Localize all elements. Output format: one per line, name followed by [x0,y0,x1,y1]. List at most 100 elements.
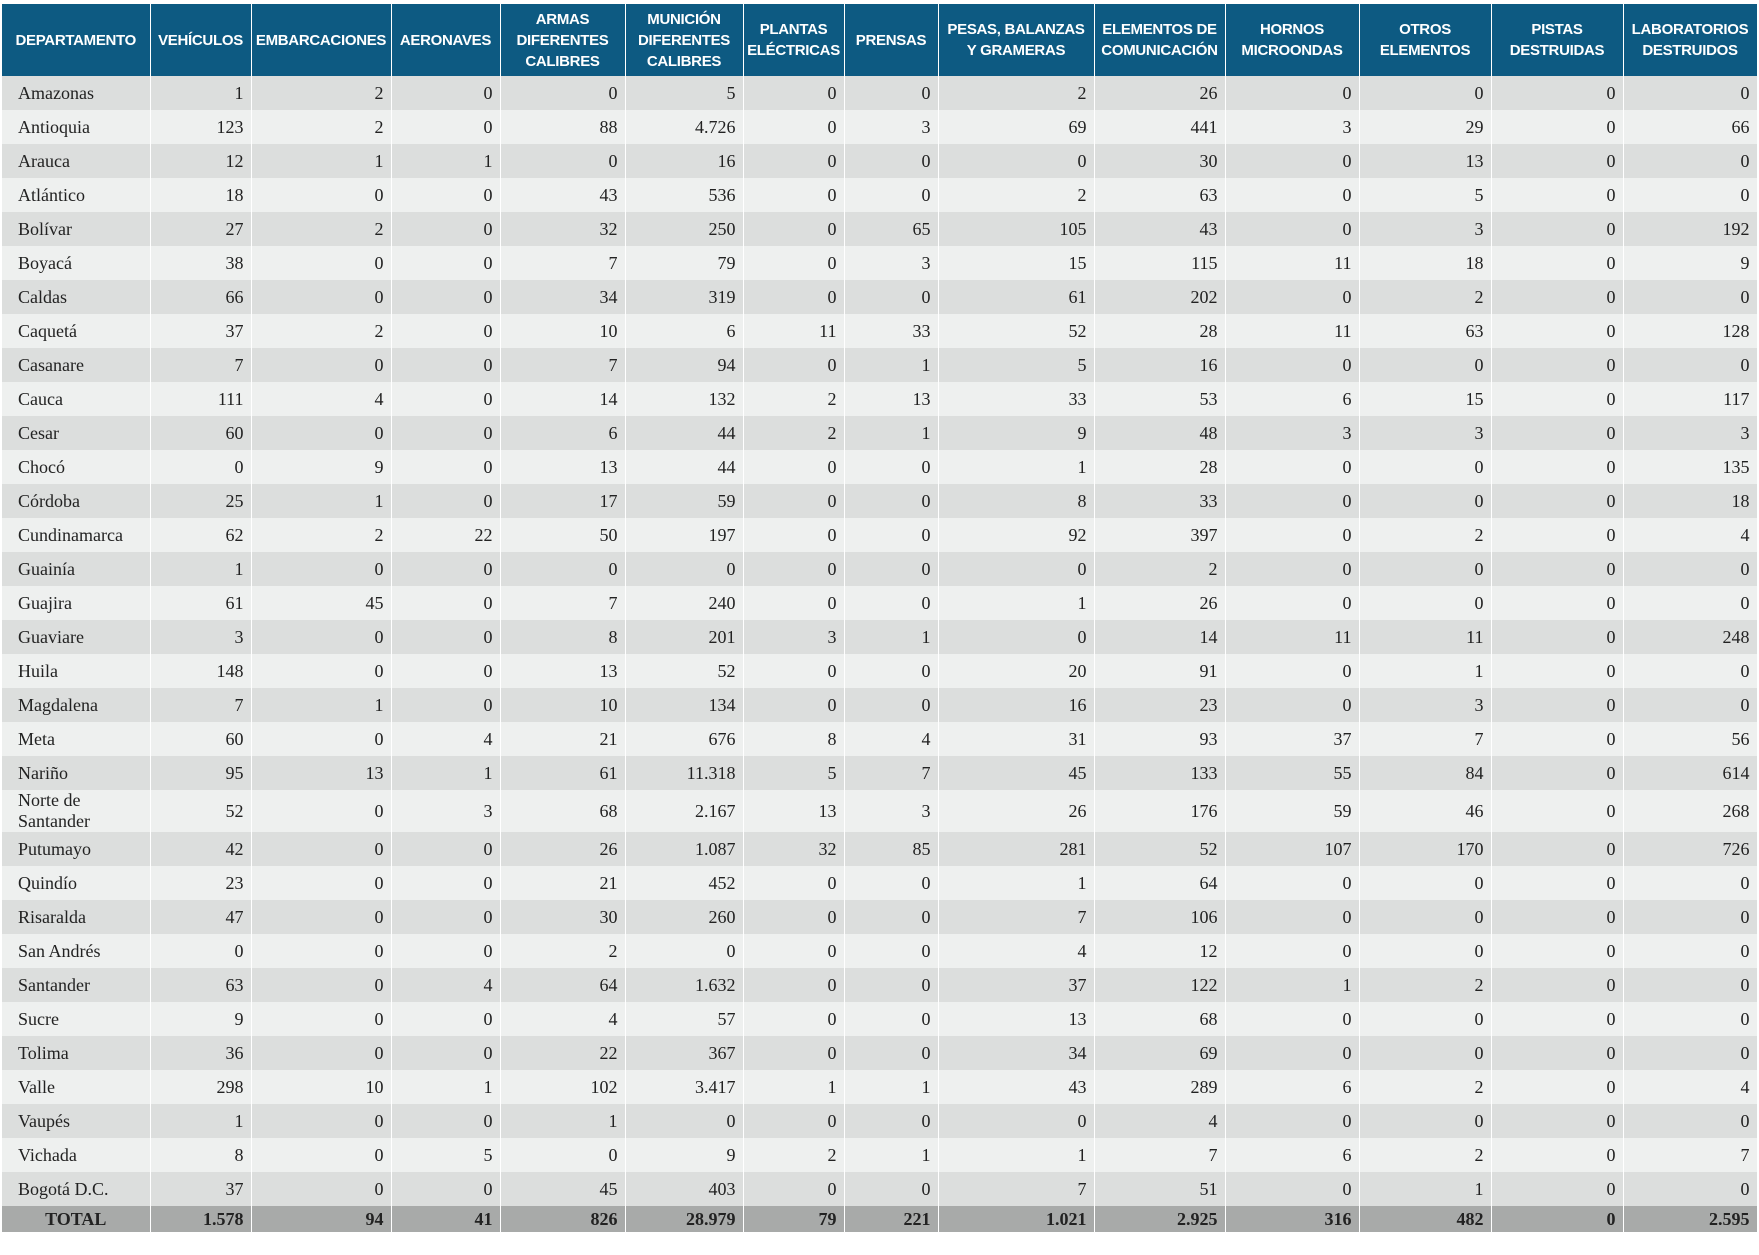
value-cell: 7 [1094,1138,1226,1172]
value-cell: 69 [938,110,1095,144]
value-cell: 0 [743,586,845,620]
value-cell: 2 [938,178,1095,212]
value-cell: 0 [1623,1104,1758,1138]
value-cell: 0 [844,1172,939,1206]
department-cell: Santander [2,968,151,1002]
value-cell: 3 [1359,212,1492,246]
value-cell: 0 [1225,1104,1360,1138]
value-cell: 1 [391,1070,501,1104]
value-cell: 0 [844,178,939,212]
value-cell: 4 [391,722,501,756]
department-cell: Córdoba [2,484,151,518]
value-cell: 18 [1359,246,1492,280]
value-cell: 0 [251,280,392,314]
total-cell: 316 [1225,1206,1360,1232]
value-cell: 0 [1225,1172,1360,1206]
table-row: Sucre 9 0 0 4 57 0 0 13 68 0 0 0 0 [2,1002,1758,1036]
value-cell: 0 [743,1036,845,1070]
value-cell: 133 [1094,756,1226,790]
value-cell: 52 [625,654,744,688]
value-cell: 62 [150,518,252,552]
value-cell: 0 [844,1002,939,1036]
value-cell: 0 [1359,934,1492,968]
value-cell: 0 [150,934,252,968]
value-cell: 30 [1094,144,1226,178]
table-row: Casanare 7 0 0 7 94 0 1 5 16 0 0 0 0 [2,348,1758,382]
value-cell: 0 [1225,552,1360,586]
value-cell: 0 [391,212,501,246]
value-cell: 57 [625,1002,744,1036]
value-cell: 0 [500,144,626,178]
value-cell: 18 [150,178,252,212]
value-cell: 2 [1359,280,1492,314]
value-cell: 4 [391,968,501,1002]
value-cell: 2 [1359,1070,1492,1104]
value-cell: 0 [391,866,501,900]
value-cell: 0 [251,1002,392,1036]
value-cell: 0 [844,968,939,1002]
value-cell: 1 [150,76,252,110]
value-cell: 6 [1225,1138,1360,1172]
value-cell: 0 [1225,1036,1360,1070]
value-cell: 0 [251,1036,392,1070]
value-cell: 3 [1225,416,1360,450]
value-cell: 0 [1491,110,1624,144]
value-cell: 0 [743,866,845,900]
value-cell: 26 [1094,76,1226,110]
value-cell: 0 [1359,866,1492,900]
value-cell: 56 [1623,722,1758,756]
value-cell: 0 [391,484,501,518]
value-cell: 25 [150,484,252,518]
value-cell: 3 [844,110,939,144]
value-cell: 132 [625,382,744,416]
value-cell: 22 [500,1036,626,1070]
value-cell: 23 [1094,688,1226,722]
value-cell: 8 [743,722,845,756]
value-cell: 2 [251,314,392,348]
table-row: Norte de Santander 52 0 3 68 2.167 13 3 26 176 59 4… [2,790,1758,832]
value-cell: 45 [500,1172,626,1206]
department-cell: Guajira [2,586,151,620]
value-cell: 0 [743,1104,845,1138]
value-cell: 0 [1359,900,1492,934]
value-cell: 2 [500,934,626,968]
value-cell: 33 [844,314,939,348]
value-cell: 105 [938,212,1095,246]
value-cell: 7 [500,246,626,280]
value-cell: 0 [844,688,939,722]
value-cell: 12 [1094,934,1226,968]
value-cell: 0 [1491,552,1624,586]
value-cell: 0 [391,76,501,110]
value-cell: 3 [844,790,939,832]
total-cell: 94 [251,1206,392,1232]
value-cell: 0 [251,900,392,934]
value-cell: 3 [391,790,501,832]
table-row: Boyacá 38 0 0 7 79 0 3 15 115 11 18 0 9 [2,246,1758,280]
value-cell: 2 [251,110,392,144]
value-cell: 0 [1491,246,1624,280]
value-cell: 0 [743,450,845,484]
department-cell: Antioquia [2,110,151,144]
value-cell: 4 [500,1002,626,1036]
department-cell: Atlántico [2,178,151,212]
value-cell: 5 [938,348,1095,382]
value-cell: 106 [1094,900,1226,934]
value-cell: 44 [625,450,744,484]
value-cell: 7 [938,1172,1095,1206]
value-cell: 0 [500,76,626,110]
value-cell: 1 [743,1070,845,1104]
value-cell: 0 [1225,654,1360,688]
column-header: ELEMENTOS DE COMUNICACIÓN [1094,4,1226,76]
table-row: Magdalena 7 1 0 10 134 0 0 16 23 0 3 0 0 [2,688,1758,722]
value-cell: 37 [938,968,1095,1002]
value-cell: 0 [251,348,392,382]
total-cell: 0 [1491,1206,1624,1232]
value-cell: 94 [625,348,744,382]
department-cell: Tolima [2,1036,151,1070]
value-cell: 0 [1491,1138,1624,1172]
value-cell: 0 [844,552,939,586]
value-cell: 0 [844,1104,939,1138]
value-cell: 6 [1225,1070,1360,1104]
table-row: Nariño 95 13 1 61 11.318 5 7 45 133 55 84 0 614 [2,756,1758,790]
table: DEPARTAMENTO VEHÍCULOS EMBARCACIONES AERONA… [2,4,1758,1232]
